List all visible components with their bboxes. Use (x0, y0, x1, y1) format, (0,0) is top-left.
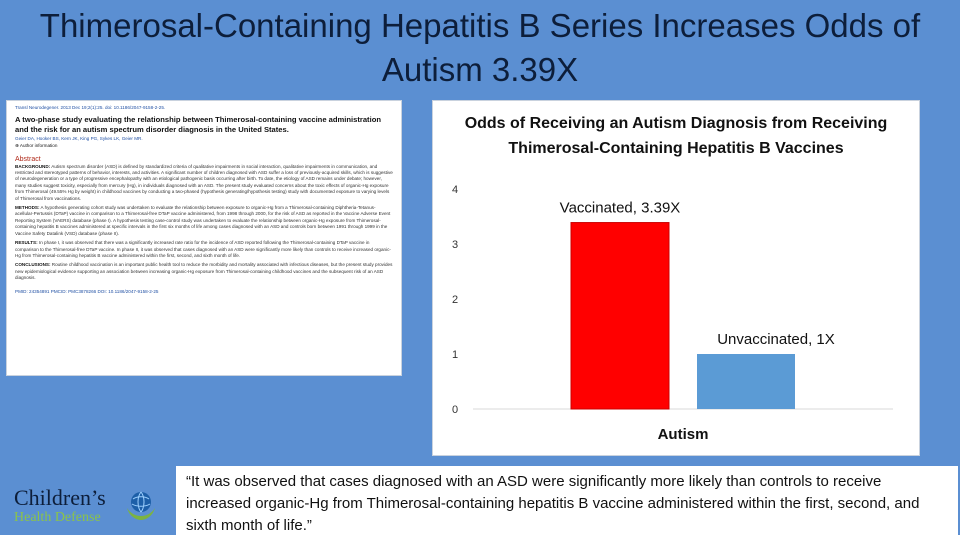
y-tick-label-3: 3 (452, 239, 458, 251)
y-tick-label-4: 4 (452, 184, 458, 196)
abstract-heading: Abstract (15, 155, 41, 163)
logo: Children’s Health Defense (12, 486, 162, 532)
journal-citation[interactable]: Transl Neurodegener. 2013 Dec 19;2(1):25… (15, 105, 166, 110)
article-identifiers[interactable]: PMID: 24354891 PMCID: PMC3878266 DOI: 10… (15, 288, 159, 294)
chart-title: Odds of Receiving an Autism Diagnosis fr… (464, 115, 888, 157)
author-information-label: Author information (19, 143, 58, 149)
results-label: RESULTS: (15, 240, 38, 246)
article-title: A two-phase study evaluating the relatio… (15, 115, 381, 134)
results-text: In phase I, it was observed that there w… (15, 240, 391, 258)
abstract-document: Transl Neurodegener. 2013 Dec 19;2(1):25… (6, 100, 402, 376)
quote-box: “It was observed that cases diagnosed wi… (176, 466, 958, 535)
conclusions-label: CONCLUSIONS: (15, 262, 51, 268)
headline: Thimerosal-Containing Hepatitis B Series… (39, 7, 921, 88)
author-list[interactable]: Geier DA, Hooker BS, Kern JK, King PG, S… (15, 135, 143, 141)
data-label-vaccinated: Vaccinated, 3.39X (560, 200, 681, 217)
abstract-conclusions: CONCLUSIONS: Routine childhood vaccinati… (15, 262, 393, 281)
logo-line2: Health Defense (14, 510, 101, 525)
methods-text: A hypothesis generating cohort study was… (15, 205, 391, 236)
conclusions-text: Routine childhood vaccination is an impo… (15, 262, 393, 281)
globe-hands-icon (127, 491, 155, 520)
bar-chart: 0 1 2 3 4 Vaccinated, 3.39X Unvaccinated, 1X Au… (452, 184, 893, 443)
author-information-toggle[interactable]: ⊕ Author information (15, 143, 58, 149)
abstract-methods: METHODS: A hypothesis generating cohort … (15, 205, 393, 237)
y-tick-label-2: 2 (452, 294, 458, 306)
bar-vaccinated (570, 222, 670, 410)
logo-line1: Children’s (14, 485, 106, 510)
x-category-label: Autism (658, 426, 709, 443)
y-tick-label-1: 1 (452, 349, 458, 361)
abstract-results: RESULTS: In phase I, it was observed tha… (15, 240, 393, 259)
y-tick-label-0: 0 (452, 404, 458, 416)
data-label-unvaccinated: Unvaccinated, 1X (717, 331, 835, 348)
abstract-background: BACKGROUND: Autism spectrum disorder (AS… (15, 164, 393, 202)
background-text: Autism spectrum disorder (ASD) is define… (15, 163, 393, 201)
chart-panel: Odds of Receiving an Autism Diagnosis fr… (432, 100, 920, 456)
bar-unvaccinated (697, 354, 795, 409)
background-label: BACKGROUND: (15, 163, 51, 169)
methods-label: METHODS: (15, 205, 40, 211)
